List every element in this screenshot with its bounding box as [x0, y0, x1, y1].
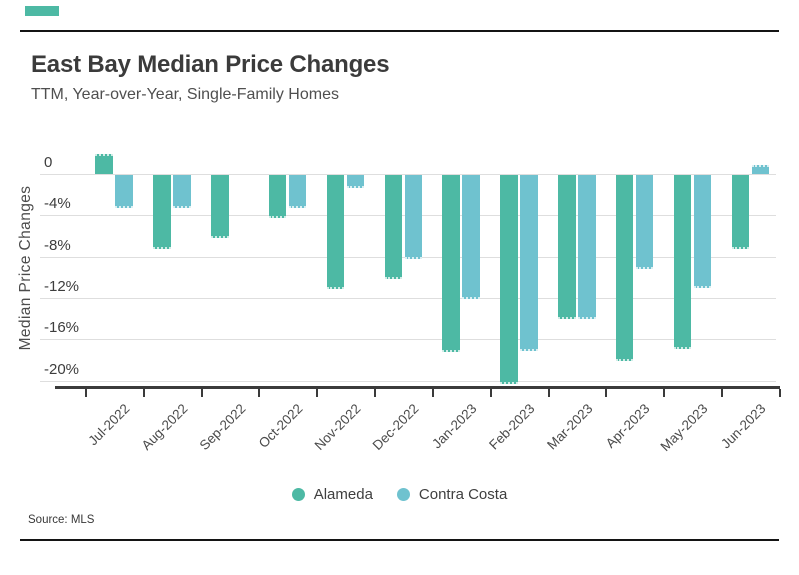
legend-item-alameda: Alameda [291, 485, 373, 503]
bar-contra-costa-feb-2023 [520, 174, 538, 352]
bar-alameda-jun-2023 [731, 174, 750, 249]
x-tick-1 [142, 389, 145, 397]
x-tick-9 [605, 389, 608, 397]
bar-alameda-sep-2022 [211, 174, 229, 238]
x-tick-4 [316, 389, 319, 397]
bar-alameda-feb-2023 [500, 174, 518, 385]
y-tick-label--16: -16% [44, 319, 80, 337]
y-tick-label--4: -4% [44, 195, 71, 213]
x-tick-7 [489, 389, 492, 397]
bar-contra-costa-dec-2022 [404, 174, 423, 260]
bar-contra-costa-oct-2022 [288, 174, 307, 208]
accent-dash [25, 6, 59, 16]
x-tick-10 [663, 389, 666, 397]
top-divider [20, 30, 779, 32]
bar-contra-costa-aug-2022 [173, 174, 191, 208]
bar-alameda-nov-2022 [326, 174, 345, 290]
bar-alameda-jul-2022 [95, 154, 113, 174]
y-axis-title: Median Price Changes [17, 185, 34, 351]
x-tick-6 [431, 389, 434, 397]
bottom-divider [20, 539, 779, 541]
bar-contra-costa-jun-2023 [751, 164, 770, 174]
bar-contra-costa-mar-2023 [578, 174, 596, 320]
bar-alameda-dec-2022 [384, 174, 403, 279]
x-tick-3 [258, 389, 261, 397]
legend-label-alameda: Alameda [313, 485, 373, 503]
y-tick-label--8: -8% [44, 236, 71, 254]
legend-dot-contra-costa [396, 487, 410, 501]
x-tick-0 [85, 389, 87, 397]
bar-alameda-jan-2023 [442, 174, 460, 353]
y-tick-label--12: -12% [44, 277, 80, 295]
bar-alameda-aug-2022 [153, 174, 171, 249]
legend-dot-alameda [291, 487, 305, 501]
bar-alameda-oct-2022 [268, 174, 287, 218]
chart-subtitle: TTM, Year-over-Year, Single-Family Homes [31, 86, 339, 103]
bar-contra-costa-nov-2022 [346, 174, 365, 188]
y-tick-label-0: 0 [44, 154, 53, 171]
gridline--16 [40, 339, 776, 341]
x-axis-line [55, 386, 780, 389]
legend-label-contra-costa: Contra Costa [418, 485, 508, 503]
chart-title: East Bay Median Price Changes [31, 51, 390, 78]
bar-alameda-mar-2023 [558, 174, 576, 320]
bar-contra-costa-jan-2023 [462, 174, 480, 300]
source-note: Source: MLS [28, 514, 95, 526]
bar-alameda-apr-2023 [615, 174, 634, 362]
x-tick-8 [547, 389, 550, 397]
bar-contra-costa-may-2023 [693, 174, 712, 289]
x-tick-11 [721, 389, 724, 397]
y-tick-label--20: -20% [44, 360, 80, 378]
bar-contra-costa-jul-2022 [115, 174, 133, 208]
gridline--20 [40, 380, 776, 382]
legend-item-contra-costa: Contra Costa [396, 485, 508, 503]
legend: Alameda Contra Costa [0, 485, 799, 503]
x-tick-5 [374, 389, 377, 397]
bar-contra-costa-apr-2023 [635, 174, 654, 269]
x-tick-12 [778, 389, 781, 397]
bar-alameda-may-2023 [673, 174, 692, 350]
gridline--12 [40, 297, 776, 299]
x-tick-2 [200, 389, 203, 397]
